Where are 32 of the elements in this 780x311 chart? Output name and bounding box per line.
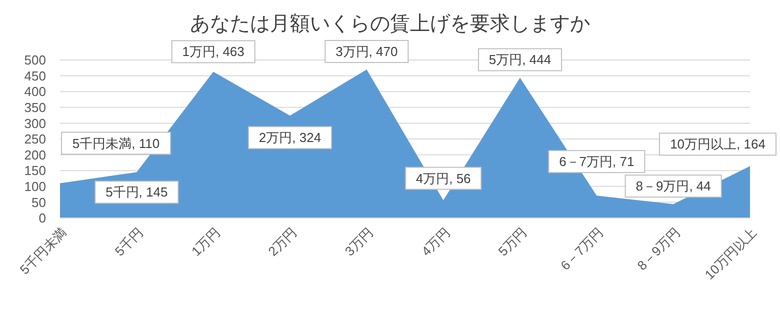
data-label: 5千円, 145 <box>106 184 168 200</box>
y-tick-label: 450 <box>24 68 46 84</box>
data-label: 1万円, 463 <box>182 44 244 60</box>
chart-title: あなたは月額いくらの賃上げを要求しますか <box>190 13 590 35</box>
y-tick-label: 350 <box>24 100 46 115</box>
x-tick-label: 8－9万円 <box>634 224 683 274</box>
x-tick-label: 2万円 <box>265 224 300 259</box>
y-tick-label: 200 <box>24 147 46 162</box>
data-label: 5千円未満, 110 <box>72 136 160 151</box>
y-tick-label: 0 <box>38 210 46 226</box>
data-label: 6－7万円, 71 <box>559 154 634 170</box>
y-tick-label: 50 <box>32 194 46 210</box>
data-label: 10万円以上, 164 <box>670 136 766 152</box>
y-tick-label: 250 <box>24 132 46 147</box>
x-tick-label: 5千円 <box>112 224 146 259</box>
x-tick-label: 5千円未満 <box>16 224 70 278</box>
x-tick-label: 6－7万円 <box>558 224 606 274</box>
y-tick-label: 500 <box>24 52 46 68</box>
data-label: 5万円, 444 <box>488 52 552 68</box>
x-tick-label: 4万円 <box>418 224 453 259</box>
x-tick-label: 1万円 <box>188 224 223 259</box>
data-label: 4万円, 56 <box>416 170 471 186</box>
x-tick-label: 10万円以上 <box>702 224 760 282</box>
data-label: 3万円, 470 <box>336 44 398 60</box>
data-label: 2万円, 324 <box>258 130 322 146</box>
data-label: 8－9万円, 44 <box>636 178 711 194</box>
y-tick-label: 300 <box>24 116 46 131</box>
y-tick-label: 150 <box>24 163 46 178</box>
y-tick-label: 100 <box>24 178 46 194</box>
x-tick-label: 5万円 <box>495 224 530 259</box>
y-tick-label: 400 <box>24 84 46 100</box>
x-tick-label: 3万円 <box>342 224 376 259</box>
